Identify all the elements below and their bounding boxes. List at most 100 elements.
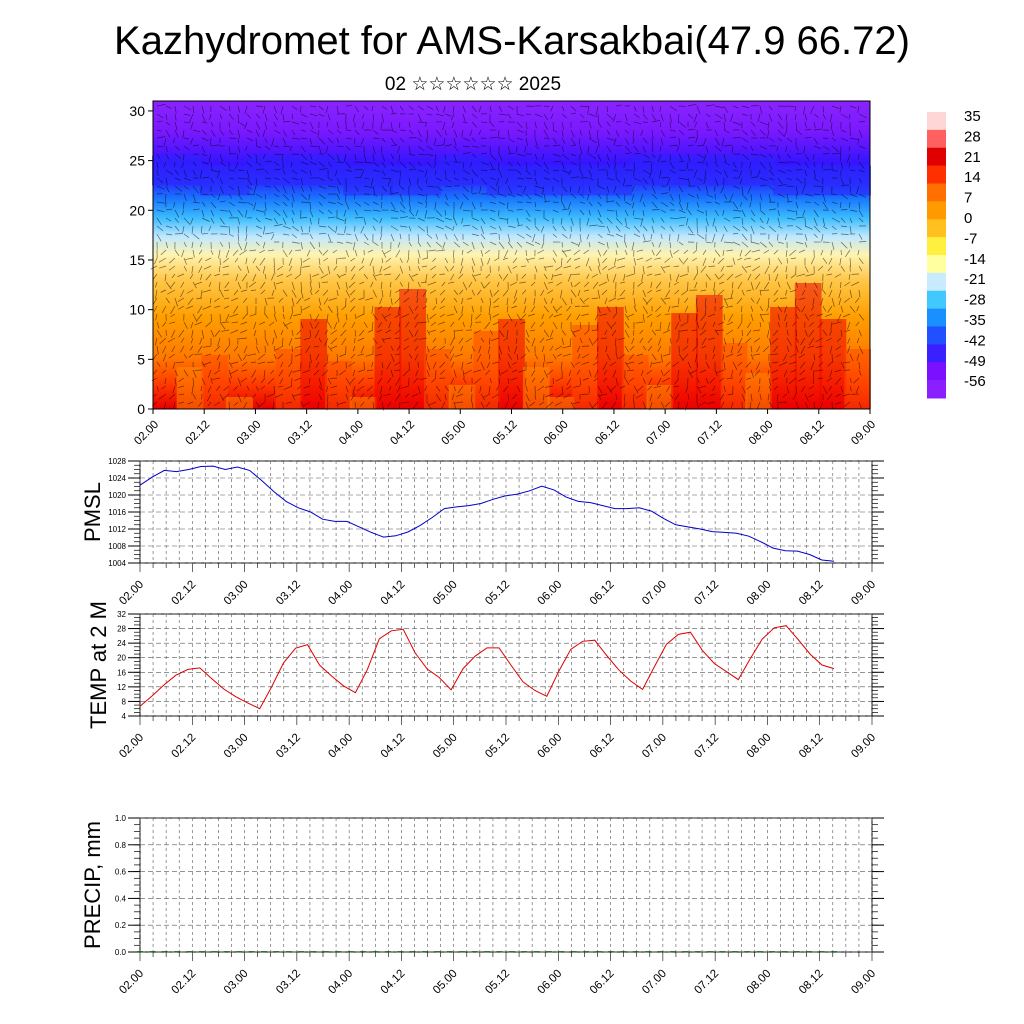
wind-vector [777, 241, 784, 244]
wind-vector [243, 297, 248, 303]
wind-vector [289, 313, 293, 320]
wind-vector [633, 305, 637, 312]
wind-vector [651, 129, 654, 139]
wind-vector [237, 201, 247, 204]
wind-vector [687, 153, 691, 163]
wind-vector [439, 361, 446, 369]
wind-vector [768, 337, 772, 346]
wind-vector [804, 153, 810, 161]
wind-vector [699, 369, 707, 373]
precip-bar [347, 951, 354, 952]
wind-vector [790, 369, 797, 373]
wind-vector [813, 225, 821, 233]
wind-vector [471, 393, 473, 403]
wind-vector [696, 233, 705, 240]
wind-vector [561, 361, 563, 370]
heatmap-cell [572, 325, 600, 409]
wind-vector [398, 121, 401, 128]
wind-vector [199, 169, 203, 179]
wind-vector [822, 193, 826, 203]
wind-vector [795, 337, 800, 343]
wind-vector [171, 273, 176, 279]
wind-vector [228, 233, 234, 237]
wind-vector [714, 297, 717, 304]
wind-vector [455, 393, 464, 397]
wind-vector [550, 297, 554, 304]
wind-vector [610, 401, 617, 410]
wind-vector [318, 385, 323, 391]
wind-vector [288, 265, 293, 272]
wind-vector [488, 337, 491, 345]
wind-vector [507, 313, 513, 322]
wind-vector [158, 265, 167, 269]
wind-vector [426, 105, 434, 110]
wind-vector [225, 249, 230, 258]
wind-vector [789, 353, 797, 358]
wind-vector [186, 305, 194, 309]
y-tick-label: 12 [117, 683, 126, 692]
wind-vector [471, 113, 478, 119]
wind-vector [284, 321, 293, 327]
wind-vector [597, 249, 601, 257]
wind-vector [381, 105, 388, 110]
wind-vector [586, 217, 590, 226]
colorbar-label: -14 [964, 251, 986, 268]
wind-vector [318, 305, 322, 312]
wind-vector [678, 201, 683, 211]
wind-vector [336, 353, 339, 363]
wind-vector [813, 281, 818, 289]
wind-vector [205, 273, 212, 281]
wind-vector [702, 257, 707, 267]
wind-vector [507, 353, 512, 360]
wind-vector [849, 305, 856, 313]
wind-vector [561, 385, 564, 395]
precip-bar [818, 951, 825, 952]
wind-vector [249, 313, 257, 317]
wind-vector [223, 305, 230, 309]
wind-vector [174, 377, 177, 386]
wind-vector [219, 161, 227, 167]
wind-vector [237, 193, 243, 201]
wind-vector [696, 377, 700, 384]
wind-vector [343, 153, 347, 163]
x-tick-label: 05.00 [440, 419, 469, 448]
wind-vector [603, 377, 608, 382]
wind-vector [698, 385, 707, 389]
wind-vector [432, 337, 437, 343]
wind-vector [354, 129, 360, 136]
wind-vector [288, 361, 293, 368]
wind-vector [651, 137, 653, 146]
wind-vector [624, 241, 627, 248]
wind-vector [624, 377, 630, 385]
wind-vector [191, 265, 194, 274]
wind-vector [685, 217, 689, 226]
wind-vector [433, 161, 437, 169]
wind-vector [849, 137, 859, 141]
wind-vector [340, 329, 347, 337]
wind-vector [651, 329, 657, 336]
wind-vector [669, 233, 671, 241]
wind-vector [234, 257, 239, 263]
wind-vector [255, 121, 261, 130]
precip-bar [744, 951, 751, 952]
wind-vector [192, 377, 195, 387]
wind-vector [798, 353, 806, 359]
wind-vector [669, 144, 678, 147]
wind-vector [759, 177, 768, 181]
wind-vector [696, 161, 705, 164]
wind-vector [435, 185, 444, 192]
wind-vector [705, 104, 715, 107]
precip-bar [273, 951, 280, 952]
wind-vector [759, 153, 767, 158]
wind-vector [171, 345, 176, 353]
wind-vector [809, 313, 815, 317]
wind-vector [428, 329, 437, 333]
wind-vector [470, 353, 473, 360]
wind-vector [675, 273, 680, 282]
wind-vector [512, 393, 518, 400]
wind-vector [745, 337, 752, 344]
wind-vector [818, 353, 824, 358]
wind-vector [597, 121, 602, 128]
wind-vector [389, 185, 392, 195]
wind-vector [471, 225, 478, 230]
